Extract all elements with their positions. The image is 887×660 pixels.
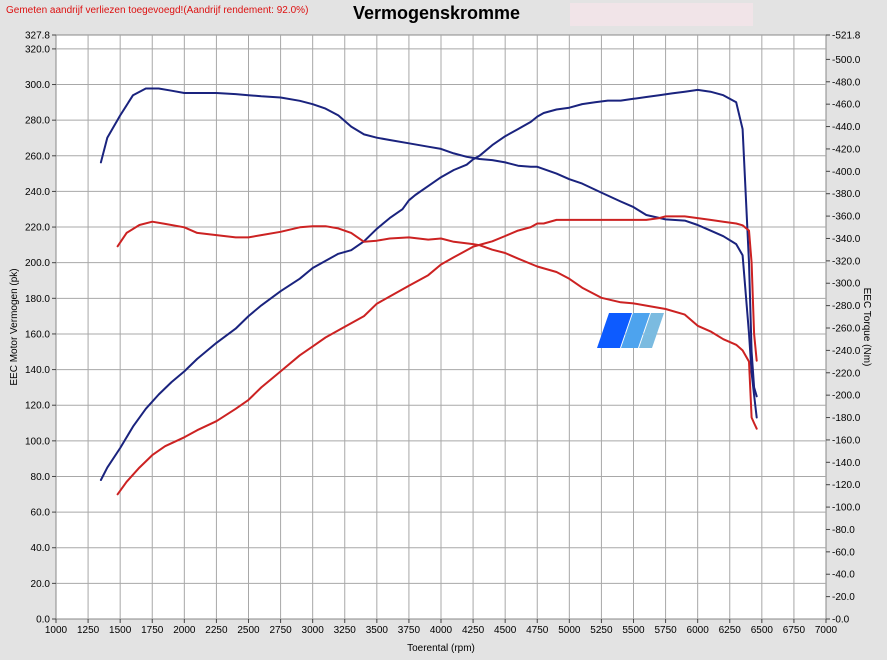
y2-tick-label: -460.0 <box>832 100 861 111</box>
logo-stripe-3 <box>639 313 664 348</box>
x-tick-label: 1250 <box>77 625 100 636</box>
x-tick-label: 3500 <box>366 625 389 636</box>
y-tick-label: 260.0 <box>25 151 50 162</box>
y-axis-left: 0.0 20.0 40.0 60.0 80.0 100.0 120.0 140.0 160.0 1… <box>25 31 56 626</box>
y2-tick-label: -521.8 <box>832 31 861 42</box>
logo-stripe-2 <box>621 313 650 348</box>
y2-tick-label: -20.0 <box>832 592 855 603</box>
grid-lines <box>56 35 826 619</box>
x-tick-label: 3000 <box>302 625 325 636</box>
y2-tick-label: -440.0 <box>832 122 861 133</box>
watermark-logo <box>597 313 664 348</box>
y2-tick-label: -240.0 <box>832 346 861 357</box>
y2-tick-label: -120.0 <box>832 480 861 491</box>
y-tick-label: 100.0 <box>25 436 50 447</box>
y2-tick-label: -100.0 <box>832 503 861 514</box>
y2-tick-label: -40.0 <box>832 570 855 581</box>
y2-tick-label: -380.0 <box>832 189 861 200</box>
y2-tick-label: -420.0 <box>832 144 861 155</box>
y2-tick-label: -340.0 <box>832 234 861 245</box>
x-tick-label: 2000 <box>173 625 196 636</box>
x-tick-label: 7000 <box>815 625 838 636</box>
y-tick-label: 20.0 <box>31 579 51 590</box>
y-tick-label: 320.0 <box>25 44 50 55</box>
x-tick-label: 5750 <box>654 625 677 636</box>
x-tick-label: 3250 <box>334 625 357 636</box>
x-tick-label: 4000 <box>430 625 453 636</box>
x-axis: 1000 1250 1500 1750 2000 2250 2500 2750 3000 3250… <box>45 619 838 636</box>
y2-tick-label: -360.0 <box>832 212 861 223</box>
series-line-1 <box>99 88 758 481</box>
y-tick-label: 0.0 <box>36 615 50 626</box>
y2-tick-label: -80.0 <box>832 525 855 536</box>
x-tick-label: 2750 <box>269 625 292 636</box>
x-tick-label: 5000 <box>558 625 581 636</box>
y2-tick-label: -480.0 <box>832 77 861 88</box>
x-tick-label: 5500 <box>622 625 645 636</box>
x-tick-label: 5250 <box>590 625 613 636</box>
x-tick-label: 1000 <box>45 625 68 636</box>
y-tick-label: 80.0 <box>31 472 51 483</box>
x-tick-label: 6000 <box>687 625 710 636</box>
y2-tick-label: -160.0 <box>832 435 861 446</box>
y2-tick-label: -60.0 <box>832 547 855 558</box>
x-tick-label: 2500 <box>237 625 260 636</box>
y2-tick-label: -300.0 <box>832 279 861 290</box>
x-tick-label: 4250 <box>462 625 485 636</box>
x-tick-label: 6250 <box>719 625 742 636</box>
logo-stripe-1 <box>597 313 632 348</box>
y-tick-label: 160.0 <box>25 329 50 340</box>
series-line-4 <box>116 220 758 430</box>
y2-tick-label: -400.0 <box>832 167 861 178</box>
y2-tick-label: -500.0 <box>832 55 861 66</box>
y2-tick-label: -0.0 <box>832 615 850 626</box>
x-axis-label: Toerental (rpm) <box>407 643 475 654</box>
series-line-3 <box>116 215 758 496</box>
series-line-2 <box>99 87 758 419</box>
y-tick-label: 60.0 <box>31 508 51 519</box>
y-tick-label: 140.0 <box>25 365 50 376</box>
y-tick-label: 120.0 <box>25 401 50 412</box>
y2-tick-label: -280.0 <box>832 301 861 312</box>
y-axis-left-label: EEC Motor Vermogen (pk) <box>9 268 20 385</box>
y-tick-label: 300.0 <box>25 80 50 91</box>
y-tick-label: 280.0 <box>25 116 50 127</box>
y-tick-label: 200.0 <box>25 258 50 269</box>
x-tick-label: 1500 <box>109 625 132 636</box>
y2-tick-label: -320.0 <box>832 256 861 267</box>
y-axis-right: -0.0 -20.0 -40.0 -60.0 -80.0 -100.0 -120.0 -140… <box>826 31 861 626</box>
x-tick-label: 3750 <box>398 625 421 636</box>
y2-tick-label: -200.0 <box>832 391 861 402</box>
y-axis-right-label: EEC Torque (Nm) <box>861 288 872 367</box>
y2-tick-label: -260.0 <box>832 324 861 335</box>
y-tick-label: 220.0 <box>25 223 50 234</box>
x-tick-label: 4500 <box>494 625 517 636</box>
status-message: Gemeten aandrijf verliezen toegevoegd!(A… <box>6 5 309 16</box>
y-tick-label: 327.8 <box>25 31 50 42</box>
x-tick-label: 2250 <box>205 625 228 636</box>
series-layer <box>99 87 758 496</box>
x-tick-label: 6500 <box>751 625 774 636</box>
title-box <box>570 3 753 26</box>
y2-tick-label: -220.0 <box>832 368 861 379</box>
y2-tick-label: -180.0 <box>832 413 861 424</box>
y-tick-label: 40.0 <box>31 543 51 554</box>
y-tick-label: 180.0 <box>25 294 50 305</box>
x-tick-label: 4750 <box>526 625 549 636</box>
chart-title: Vermogenskromme <box>353 3 521 23</box>
y2-tick-label: -140.0 <box>832 458 861 469</box>
x-tick-label: 1750 <box>141 625 164 636</box>
x-tick-label: 6750 <box>783 625 806 636</box>
y-tick-label: 240.0 <box>25 187 50 198</box>
